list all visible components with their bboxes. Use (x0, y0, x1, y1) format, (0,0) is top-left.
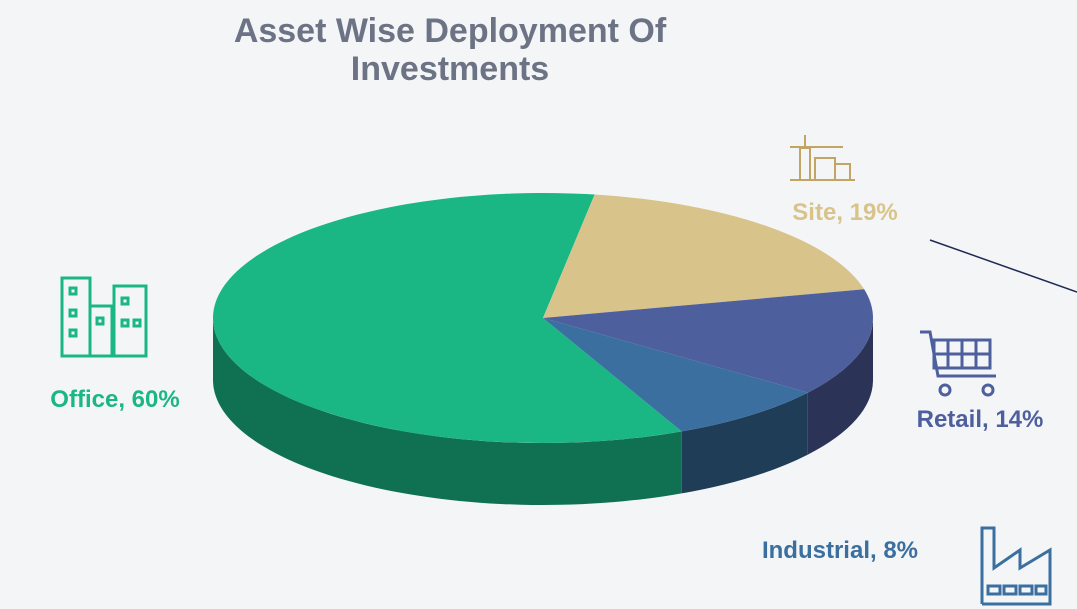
data-label: Office, 60% (50, 386, 180, 413)
data-label: Retail, 14% (916, 406, 1044, 433)
data-label: Site, 19% (792, 199, 898, 226)
slice-side (213, 318, 682, 505)
leader-line (929, 239, 1077, 293)
slice (543, 289, 873, 393)
office-icon (60, 276, 148, 358)
slice-side (681, 392, 808, 494)
data-label: Industrial, 8% (761, 537, 919, 564)
slice (543, 318, 808, 432)
site-icon (790, 135, 855, 181)
retail-icon (920, 330, 996, 397)
industrial-icon (980, 526, 1052, 606)
slice-side (807, 318, 874, 455)
slice (543, 194, 865, 318)
chart-title: Asset Wise Deployment Of Investments (233, 12, 667, 88)
slice (213, 193, 682, 443)
